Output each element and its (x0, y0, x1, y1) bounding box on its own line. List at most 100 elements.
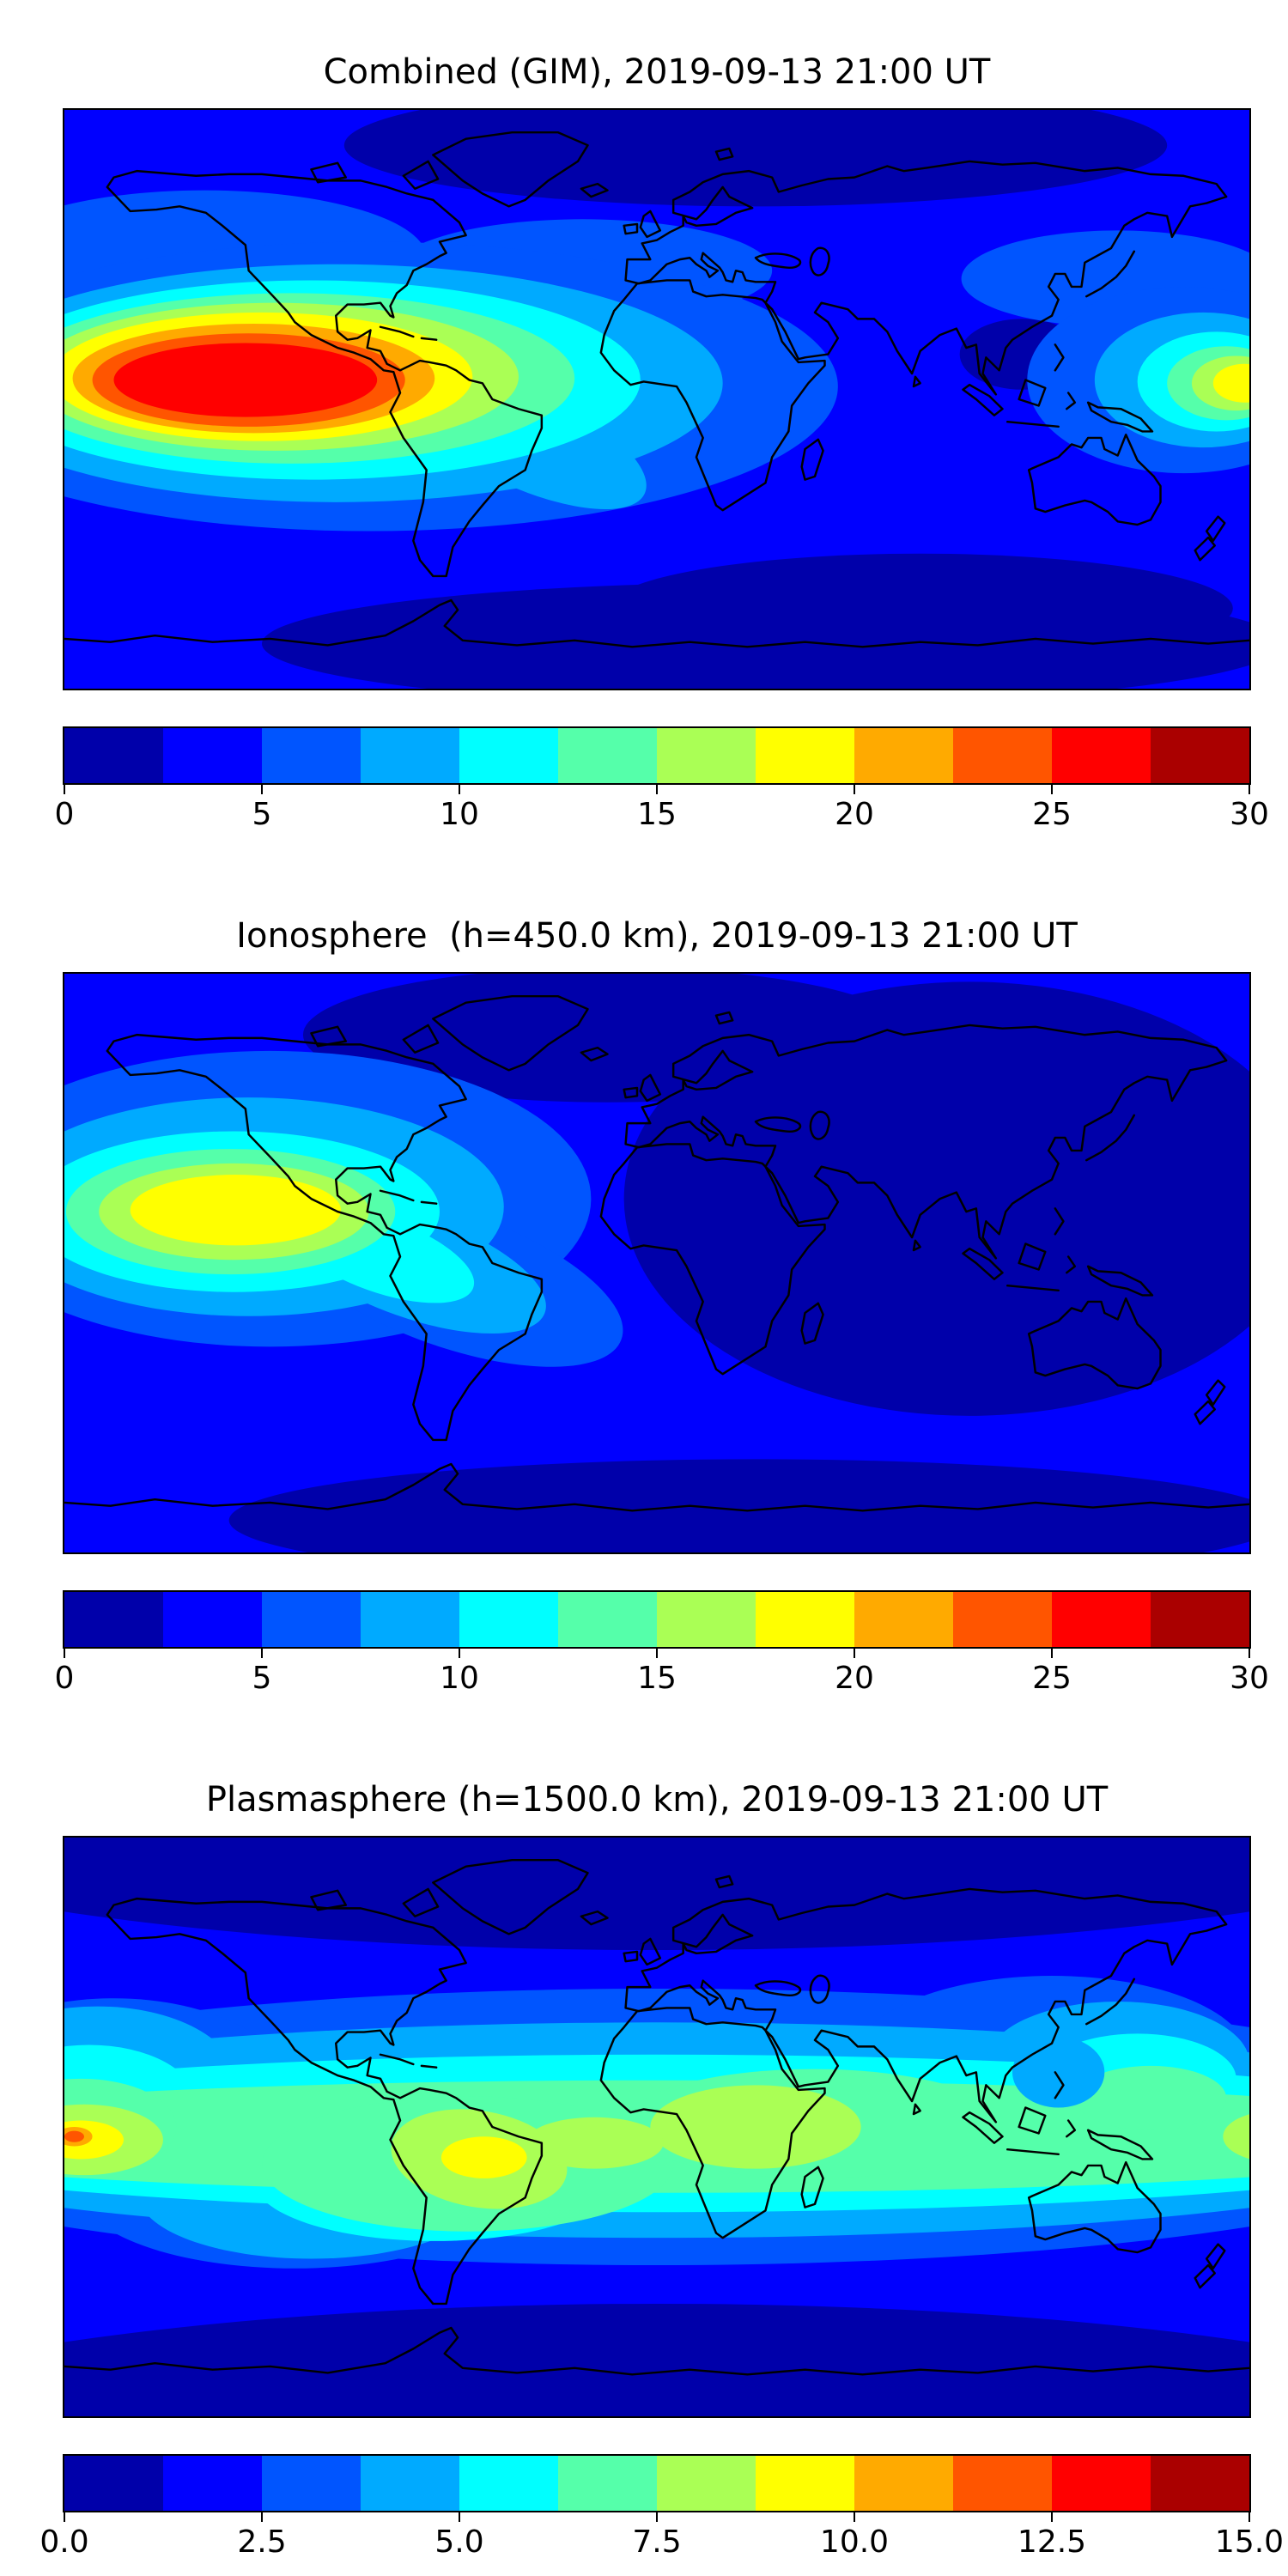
colorbar-segment (657, 1592, 756, 1647)
contour-level-0-navy (64, 1838, 1249, 2416)
colorbar-tick-label: 30 (1230, 1661, 1269, 1696)
colorbar-ionosphere-labels: 0 5 10 15 20 25 30 (55, 1661, 1269, 1700)
colorbar-tick-label: 25 (1032, 1661, 1072, 1696)
colorbar-tick-label: 10.0 (819, 2524, 890, 2560)
colorbar-segment (1052, 2456, 1151, 2511)
colorbar-segment (459, 728, 558, 783)
colorbar-segment (756, 1592, 854, 1647)
colorbar-tick (1051, 785, 1053, 794)
colorbar-tick (459, 2512, 460, 2522)
colorbar-segment (953, 1592, 1052, 1647)
colorbar-tick (261, 1649, 263, 1658)
panel-plasmasphere-title: Plasmasphere (h=1500.0 km), 2019-09-13 2… (205, 1780, 1109, 1820)
colorbar-tick (261, 2512, 263, 2522)
colorbar-segment (854, 2456, 953, 2511)
colorbar-tick (1051, 1649, 1053, 1658)
colorbar-segment (64, 728, 163, 783)
colorbar-plasmasphere-ticks (64, 2512, 1250, 2523)
colorbar-tick-label: 15 (637, 1661, 677, 1696)
colorbar-segment (1151, 2456, 1249, 2511)
contour-level-0-navy (262, 110, 1249, 689)
colorbar-segment (262, 728, 361, 783)
colorbar-segment (756, 2456, 854, 2511)
colorbar-segment (558, 728, 657, 783)
colorbar-tick-label: 5 (252, 1661, 272, 1696)
colorbar-tick (854, 2512, 855, 2522)
colorbar-tick-label: 0 (54, 797, 75, 832)
colorbar-tick (656, 785, 658, 794)
colorbar-ionosphere (63, 1590, 1251, 1649)
colorbar-segment (262, 1592, 361, 1647)
colorbar-tick (854, 1649, 855, 1658)
map-combined-svg (64, 110, 1249, 689)
colorbar-tick-label: 10 (440, 797, 479, 832)
panel-combined: Combined (GIM), 2019-09-13 21:00 UT (55, 52, 1269, 836)
colorbar-tick-label: 10 (440, 1661, 479, 1696)
colorbar-segment (854, 1592, 953, 1647)
colorbar-segment (163, 2456, 262, 2511)
contour-notch-philippines (1012, 2037, 1105, 2108)
colorbar-combined (63, 726, 1251, 785)
map-plasmasphere-svg (64, 1838, 1249, 2416)
colorbar-segment (361, 2456, 459, 2511)
colorbar-tick (459, 785, 460, 794)
colorbar-tick (656, 1649, 658, 1658)
colorbar-tick-label: 20 (835, 1661, 874, 1696)
colorbar-plasmasphere-labels: 0.0 2.5 5.0 7.5 10.0 12.5 15.0 (39, 2524, 1284, 2564)
colorbar-tick-label: 7.5 (632, 2524, 682, 2560)
colorbar-tick (1249, 785, 1250, 794)
colorbar-segment (1151, 1592, 1249, 1647)
colorbar-tick-label: 20 (835, 797, 874, 832)
colorbar-tick-label: 2.5 (237, 2524, 287, 2560)
colorbar-tick (261, 785, 263, 794)
colorbar-tick (854, 785, 855, 794)
panel-plasmasphere: Plasmasphere (h=1500.0 km), 2019-09-13 2… (39, 1779, 1284, 2564)
colorbar-segment (854, 728, 953, 783)
colorbar-tick (1249, 2512, 1250, 2522)
colorbar-tick-label: 15 (637, 797, 677, 832)
colorbar-tick (656, 2512, 658, 2522)
colorbar-tick-label: 12.5 (1017, 2524, 1087, 2560)
colorbar-tick-label: 25 (1032, 797, 1072, 832)
map-combined (63, 108, 1251, 690)
contour-level-10-red (113, 343, 378, 417)
map-ionosphere-svg (64, 974, 1249, 1552)
colorbar-combined-labels: 0 5 10 15 20 25 30 (55, 797, 1269, 836)
colorbar-segment (459, 1592, 558, 1647)
contour-level-9-orangered (64, 2130, 84, 2142)
colorbar-segment (953, 2456, 1052, 2511)
colorbar-segment (657, 2456, 756, 2511)
colorbar-tick-label: 0 (54, 1661, 75, 1696)
colorbar-tick-label: 5.0 (434, 2524, 484, 2560)
colorbar-tick-label: 15.0 (1214, 2524, 1285, 2560)
colorbar-tick (64, 2512, 65, 2522)
colorbar-segment (459, 2456, 558, 2511)
colorbar-combined-ticks (64, 785, 1250, 795)
colorbar-segment (64, 2456, 163, 2511)
colorbar-segment (953, 728, 1052, 783)
panel-combined-title: Combined (GIM), 2019-09-13 21:00 UT (323, 52, 991, 92)
colorbar-segment (558, 1592, 657, 1647)
colorbar-segment (163, 728, 262, 783)
colorbar-tick (64, 1649, 65, 1658)
panel-ionosphere-title: Ionosphere (h=450.0 km), 2019-09-13 21:0… (236, 916, 1078, 956)
colorbar-segment (558, 2456, 657, 2511)
colorbar-tick (64, 785, 65, 794)
colorbar-segment (657, 728, 756, 783)
colorbar-segment (361, 728, 459, 783)
colorbar-segment (163, 1592, 262, 1647)
colorbar-ionosphere-ticks (64, 1649, 1250, 1659)
colorbar-segment (756, 728, 854, 783)
colorbar-segment (262, 2456, 361, 2511)
colorbar-segment (1052, 728, 1151, 783)
contour-level-7-yellow (64, 2120, 527, 2178)
map-plasmasphere (63, 1836, 1251, 2418)
colorbar-segment (361, 1592, 459, 1647)
colorbar-tick (1249, 1649, 1250, 1658)
colorbar-tick-label: 5 (252, 797, 272, 832)
panel-ionosphere: Ionosphere (h=450.0 km), 2019-09-13 21:0… (55, 915, 1269, 1700)
colorbar-segment (1052, 1592, 1151, 1647)
colorbar-segment (1151, 728, 1249, 783)
colorbar-tick-label: 0.0 (39, 2524, 89, 2560)
